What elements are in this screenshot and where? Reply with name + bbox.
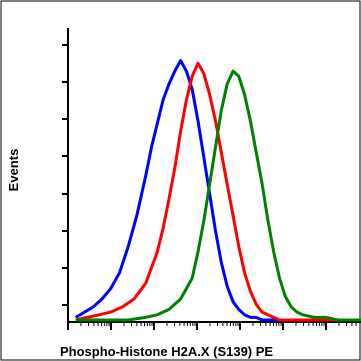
axes [67,28,361,323]
series-line-0 [75,59,361,322]
x-axis-label: Phospho-Histone H2A.X (S139) PE [60,344,274,359]
y-ticks [62,44,68,306]
series-group [75,59,361,322]
series-line-2 [75,69,361,322]
series-line-1 [75,61,361,322]
y-axis-label: Events [6,148,21,192]
x-ticks [67,322,357,330]
